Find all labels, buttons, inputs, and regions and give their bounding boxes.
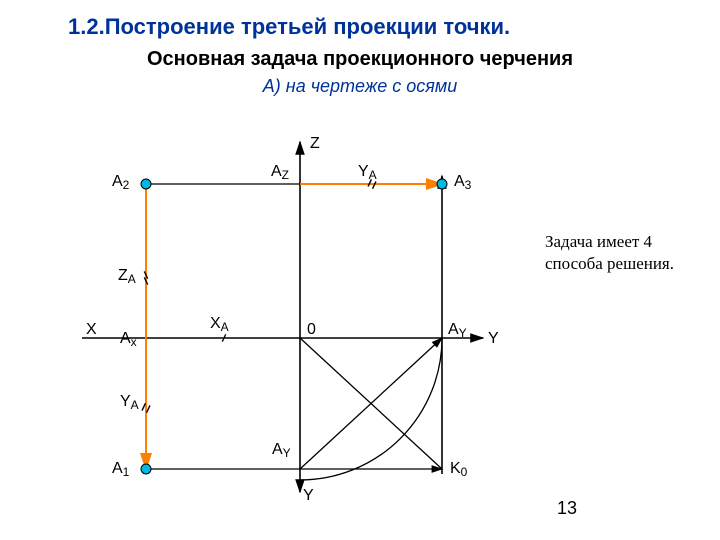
point-a1 bbox=[141, 464, 151, 474]
label-ya-left: YA bbox=[120, 393, 139, 412]
label-a1: A1 bbox=[112, 460, 130, 479]
tick-ya-left-tick bbox=[147, 405, 150, 412]
label-za: ZA bbox=[118, 267, 136, 286]
tick-ya-top-tick bbox=[373, 181, 376, 188]
label-ya-top: YA bbox=[358, 163, 377, 182]
projection-diagram: Z X Y Y 0 A2 A3 A1 Ax AZ AY AY K0 XA YA YA ZA bbox=[0, 0, 720, 540]
point-a3 bbox=[437, 179, 447, 189]
point-a2 bbox=[141, 179, 151, 189]
label-origin: 0 bbox=[307, 321, 316, 338]
label-a2: A2 bbox=[112, 173, 130, 192]
label-ay-bottom: AY bbox=[272, 441, 291, 460]
label-xa: XA bbox=[210, 315, 229, 334]
tick-ya-left-tick bbox=[142, 403, 145, 410]
label-ay-right: AY bbox=[448, 321, 467, 340]
label-y-bottom: Y bbox=[303, 487, 314, 504]
label-y-right: Y bbox=[488, 330, 499, 347]
quarter-arc bbox=[300, 338, 442, 480]
label-az: AZ bbox=[271, 163, 289, 182]
label-z: Z bbox=[310, 135, 320, 152]
label-a3: A3 bbox=[454, 173, 472, 192]
label-ax: Ax bbox=[120, 330, 137, 349]
label-x: X bbox=[86, 321, 97, 338]
label-k0: K0 bbox=[450, 460, 468, 479]
